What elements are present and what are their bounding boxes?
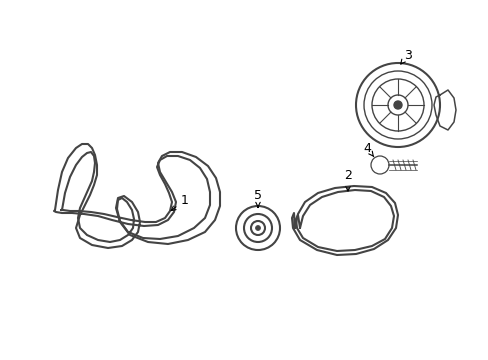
Text: 1: 1	[171, 194, 188, 211]
Text: 4: 4	[362, 141, 373, 157]
Text: 5: 5	[253, 189, 262, 207]
Text: 3: 3	[400, 49, 411, 64]
Circle shape	[393, 101, 401, 109]
Circle shape	[255, 225, 260, 230]
Text: 2: 2	[344, 168, 351, 191]
